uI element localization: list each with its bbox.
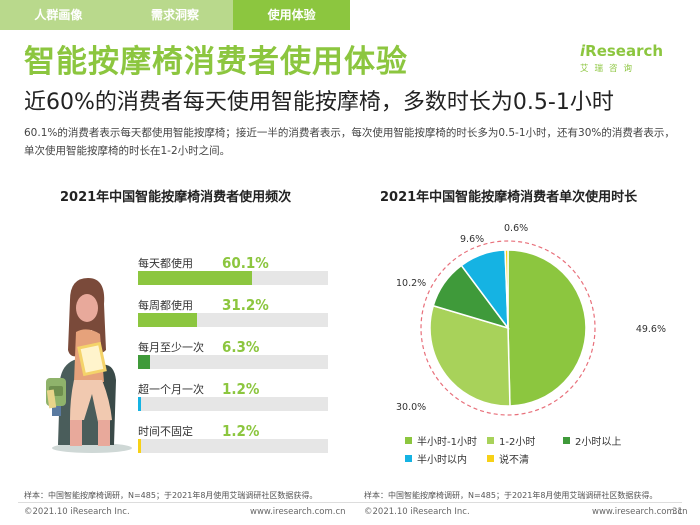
legend-label: 半小时-1小时 <box>417 437 477 448</box>
pie-data-label: 9.6% <box>460 234 484 245</box>
legend-item: 半小时以内 <box>405 451 467 466</box>
bar-row: 每天都使用 <box>138 256 328 285</box>
bar-chart-title: 2021年中国智能按摩椅消费者使用频次 <box>60 190 292 205</box>
bar-row: 每月至少一次 <box>138 340 328 369</box>
bar-label: 每月至少一次 <box>138 341 204 354</box>
pie-data-label: 30.0% <box>396 402 426 413</box>
legend-item: 说不清 <box>487 451 529 466</box>
bar-label: 超一个月一次 <box>138 383 204 396</box>
footer-copyright-right: ©2021.10 iResearch Inc. <box>364 507 470 517</box>
logo-wordmark: iResearch <box>580 42 664 60</box>
pie-chart-title: 2021年中国智能按摩椅消费者单次使用时长 <box>380 190 638 205</box>
footer-copyright-left: ©2021.10 iResearch Inc. <box>24 507 130 517</box>
bar-row: 超一个月一次 <box>138 382 328 411</box>
pie-chart: 49.6% 30.0% 10.2% 9.6% 0.6% <box>396 223 666 416</box>
legend-label: 半小时以内 <box>417 455 467 466</box>
legend-item: 1-2小时 <box>487 433 535 448</box>
bar-label: 每天都使用 <box>138 257 193 270</box>
page-title: 智能按摩椅消费者使用体验 <box>24 44 408 80</box>
footer-divider <box>18 502 682 503</box>
legend-item: 2小时以上 <box>563 433 621 448</box>
pie-data-label: 10.2% <box>396 278 426 289</box>
bar-track <box>138 355 328 369</box>
bar-label: 每周都使用 <box>138 299 193 312</box>
pie-data-label: 49.6% <box>636 324 666 335</box>
pie-highlight-ring <box>420 240 596 416</box>
legend-swatch <box>405 455 412 462</box>
pie-slice <box>504 249 509 329</box>
tab-persona[interactable]: 人群画像 <box>0 0 117 30</box>
pie-data-label: 0.6% <box>504 223 528 234</box>
bar-value-label: 6.3% <box>222 338 260 356</box>
bar-track <box>138 271 328 285</box>
legend-item: 半小时-1小时 <box>405 433 477 448</box>
footer-website-left[interactable]: www.iresearch.com.cn <box>250 507 346 517</box>
sample-note-right: 样本：中国智能按摩椅调研，N=485；于2021年8月使用艾瑞调研社区数据获得。 <box>364 491 658 500</box>
logo-subtext: 艾瑞咨询 <box>580 64 639 74</box>
bar-row: 每周都使用 <box>138 298 328 327</box>
pie-slice <box>429 304 511 407</box>
bar-track <box>138 439 328 453</box>
bar-track <box>138 397 328 411</box>
bar-value-label: 60.1% <box>222 254 269 272</box>
sample-note-left: 样本：中国智能按摩椅调研，N=485；于2021年8月使用艾瑞调研社区数据获得。 <box>24 491 318 500</box>
bar-value-label: 1.2% <box>222 380 260 398</box>
legend-swatch <box>487 437 494 444</box>
page-description: 60.1%的消费者表示每天都使用智能按摩椅；接近一半的消费者表示，每次使用智能按… <box>24 127 675 157</box>
legend-label: 2小时以上 <box>575 437 622 448</box>
page-subtitle: 近60%的消费者每天使用智能按摩椅，多数时长为0.5-1小时 <box>24 90 614 115</box>
legend-swatch <box>487 455 494 462</box>
bar-value-label: 31.2% <box>222 296 269 314</box>
legend-swatch <box>405 437 412 444</box>
bar-track <box>138 313 328 327</box>
tab-demand[interactable]: 需求洞察 <box>116 0 234 30</box>
legend-label: 说不清 <box>499 455 529 466</box>
bar-value-label: 1.2% <box>222 422 260 440</box>
bar-fill <box>138 271 253 285</box>
bar-row: 时间不固定 <box>138 424 328 453</box>
woman-reading-illustration <box>46 278 132 453</box>
bar-fill <box>138 313 198 327</box>
page-number: 31 <box>672 507 683 517</box>
pie-slice <box>507 249 587 407</box>
bar-fill <box>138 397 141 411</box>
footer-website-right[interactable]: www.iresearch.com.cn <box>592 507 688 517</box>
bar-label: 时间不固定 <box>138 425 193 438</box>
bar-fill <box>138 355 150 369</box>
legend-swatch <box>563 437 570 444</box>
top-tabs: 人群画像 需求洞察 使用体验 <box>0 0 351 30</box>
iresearch-logo: iResearch 艾瑞咨询 <box>580 42 664 82</box>
tab-experience[interactable]: 使用体验 <box>233 0 351 30</box>
bar-fill <box>138 439 141 453</box>
legend-label: 1-2小时 <box>499 437 536 448</box>
